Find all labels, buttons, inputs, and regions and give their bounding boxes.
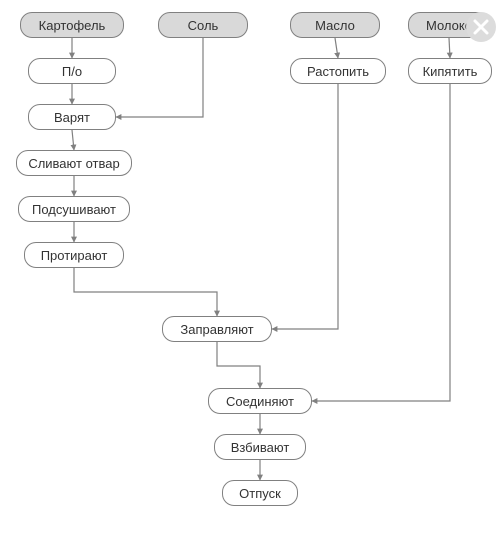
node-label: Картофель [39, 18, 106, 33]
node-mash: Протирают [24, 242, 124, 268]
node-label: Растопить [307, 64, 369, 79]
edge [74, 268, 217, 316]
node-label: П/о [62, 64, 82, 79]
close-icon[interactable] [466, 12, 496, 42]
edge [312, 84, 450, 401]
node-drain: Сливают отвар [16, 150, 132, 176]
node-boilm: Кипятить [408, 58, 492, 84]
edge [449, 38, 450, 58]
node-boil: Варят [28, 104, 116, 130]
node-dry: Подсушивают [18, 196, 130, 222]
node-label: Соль [188, 18, 219, 33]
node-label: Протирают [41, 248, 108, 263]
edge [335, 38, 338, 58]
node-potato: Картофель [20, 12, 124, 38]
node-label: Масло [315, 18, 355, 33]
node-po: П/о [28, 58, 116, 84]
node-label: Подсушивают [32, 202, 116, 217]
node-label: Кипятить [423, 64, 478, 79]
edge [217, 342, 260, 388]
node-label: Сливают отвар [28, 156, 119, 171]
node-salt: Соль [158, 12, 248, 38]
node-serve: Отпуск [222, 480, 298, 506]
edge [116, 38, 203, 117]
flowchart-diagram: КартофельСольМаслоМолокоП/оРастопитьКипя… [0, 0, 500, 538]
node-season: Заправляют [162, 316, 272, 342]
node-label: Взбивают [231, 440, 290, 455]
node-label: Соединяют [226, 394, 294, 409]
node-oil: Масло [290, 12, 380, 38]
node-label: Заправляют [180, 322, 253, 337]
node-label: Отпуск [239, 486, 281, 501]
node-whip: Взбивают [214, 434, 306, 460]
edge [272, 84, 338, 329]
edge [72, 130, 74, 150]
node-melt: Растопить [290, 58, 386, 84]
node-combine: Соединяют [208, 388, 312, 414]
node-label: Варят [54, 110, 90, 125]
